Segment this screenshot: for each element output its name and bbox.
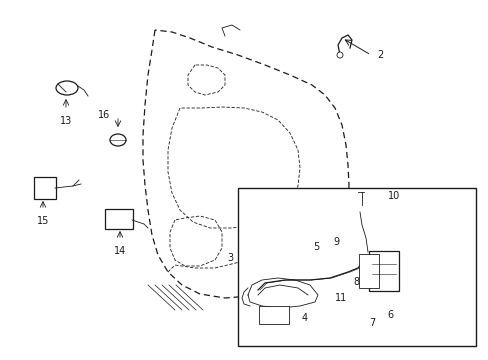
Text: 12: 12: [451, 234, 463, 244]
Text: 14: 14: [114, 246, 126, 256]
Text: 9: 9: [333, 237, 339, 247]
Ellipse shape: [450, 259, 464, 277]
Text: 11: 11: [334, 293, 346, 303]
Text: 4: 4: [302, 313, 307, 323]
Text: 6: 6: [386, 310, 392, 320]
Text: 10: 10: [387, 191, 400, 201]
Bar: [238, 188, 475, 346]
Ellipse shape: [335, 221, 353, 235]
FancyBboxPatch shape: [259, 306, 288, 324]
Circle shape: [336, 52, 342, 58]
Text: 15: 15: [37, 216, 49, 226]
Text: 1: 1: [341, 262, 347, 272]
Ellipse shape: [110, 134, 126, 146]
Ellipse shape: [56, 81, 78, 95]
Text: 7: 7: [368, 318, 374, 328]
FancyBboxPatch shape: [105, 209, 133, 229]
Text: 8: 8: [353, 277, 359, 287]
FancyBboxPatch shape: [368, 251, 398, 291]
Text: 16: 16: [98, 110, 110, 120]
FancyBboxPatch shape: [34, 177, 56, 199]
Text: 3: 3: [226, 253, 233, 263]
Text: 5: 5: [312, 242, 319, 252]
FancyBboxPatch shape: [358, 254, 378, 288]
Text: 13: 13: [60, 116, 72, 126]
Text: 2: 2: [376, 50, 383, 60]
